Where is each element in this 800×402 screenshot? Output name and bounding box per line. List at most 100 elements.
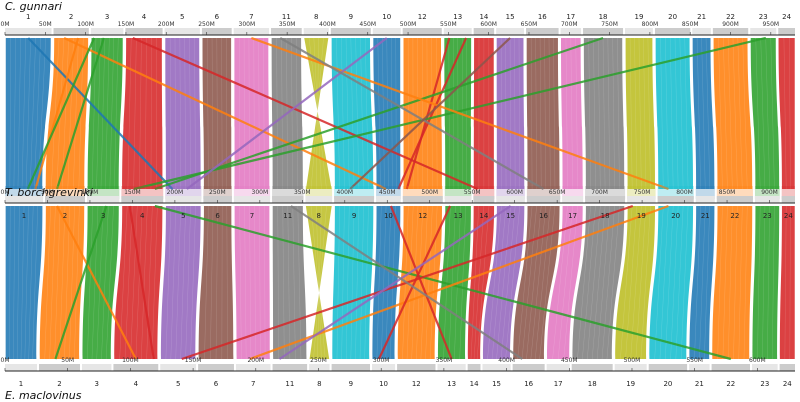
alignment-streak: [341, 205, 345, 360]
chromosome-band-light: [695, 186, 715, 199]
axis-tick-label: 650M: [521, 21, 538, 28]
chromosome-block: [198, 364, 234, 371]
chromosome-label: 11: [282, 13, 291, 21]
chromosome-band-light: [334, 186, 375, 199]
chromosome-block: [562, 196, 584, 203]
synteny-band: [689, 206, 715, 359]
chromosome-label: 12: [418, 212, 427, 220]
alignment-streak: [69, 205, 75, 360]
chromosome-block: [160, 364, 197, 371]
axis-tick-label: 0M: [1, 21, 10, 28]
chromosome-label: 23: [760, 380, 769, 388]
alignment-streak: [179, 37, 182, 190]
alignment-streak: [96, 37, 101, 190]
alignment-streak: [253, 37, 255, 190]
axis-tick-label: 250M: [209, 189, 226, 196]
chromosome-block: [303, 28, 329, 35]
alignment-streak: [216, 37, 218, 190]
chromosome-label: 19: [626, 380, 635, 388]
chromosome-block: [372, 364, 396, 371]
chromosome-label: 24: [783, 380, 792, 388]
alignment-streak: [350, 205, 355, 360]
chromosome-block: [692, 28, 711, 35]
alignment-streak: [350, 37, 355, 190]
synteny-band: [165, 38, 201, 189]
alignment-streak: [207, 37, 209, 190]
alignment-streak: [144, 37, 147, 190]
chromosome-label: 9: [349, 13, 353, 21]
chromosome-label: 13: [453, 13, 462, 21]
translocation-line: [54, 205, 108, 360]
chromosome-label: 6: [215, 13, 220, 21]
alignment-streak: [473, 205, 485, 360]
alignment-streak: [575, 37, 578, 190]
chromosome-block: [5, 364, 38, 371]
alignment-streak: [659, 205, 669, 360]
alignment-streak: [139, 37, 142, 190]
alignment-streak: [185, 205, 191, 360]
alignment-streak: [13, 205, 16, 360]
chromosome-block: [752, 364, 778, 371]
alignment-streak: [381, 205, 387, 360]
chromosome-label: 20: [671, 212, 680, 220]
synteny-band: [332, 206, 374, 359]
alignment-streak: [718, 37, 723, 190]
translocation-line: [279, 37, 545, 190]
alignment-streak: [565, 37, 568, 190]
chromosome-label: 17: [568, 212, 577, 220]
chromosome-block: [496, 28, 525, 35]
alignment-streak: [244, 205, 247, 360]
chromosome-label: 7: [251, 380, 255, 388]
alignment-streak: [755, 37, 761, 190]
chromosome-label: 14: [479, 13, 488, 21]
chromosome-label: 22: [730, 212, 739, 220]
chromosome-label: 16: [524, 380, 533, 388]
alignment-streak: [313, 205, 327, 360]
alignment-streak: [386, 37, 389, 190]
chromosome-block: [585, 196, 626, 203]
alignment-streak: [577, 205, 591, 360]
alignment-streak: [169, 37, 172, 190]
alignment-streak: [364, 205, 369, 360]
chromosome-block: [689, 364, 710, 371]
chromosome-block: [437, 364, 466, 371]
chromosome-label: 10: [384, 212, 393, 220]
alignment-streak: [17, 37, 22, 190]
chromosome-block: [711, 364, 751, 371]
alignment-streak: [670, 205, 679, 360]
chromosome-label: 16: [538, 13, 547, 21]
chromosome-label: 12: [412, 380, 421, 388]
chromosome-block: [779, 364, 795, 371]
alignment-streak: [789, 37, 791, 190]
alignment-streak: [722, 205, 728, 360]
synteny-bands-top-middle: [5, 37, 795, 190]
alignment-streak: [553, 37, 556, 190]
alignment-streak: [544, 37, 547, 190]
alignment-streak: [51, 37, 60, 190]
alignment-streak: [364, 37, 369, 190]
chromosome-label: 4: [142, 13, 147, 21]
alignment-streak: [105, 205, 114, 360]
alignment-streak: [226, 205, 228, 360]
synteny-band: [752, 206, 780, 359]
alignment-streak: [680, 205, 689, 360]
axis-tick-label: 200M: [247, 357, 264, 364]
alignment-streak: [470, 205, 480, 360]
chromosome-label: 5: [180, 13, 184, 21]
synteny-band: [467, 206, 495, 359]
translocation-line: [55, 37, 105, 190]
chromosome-block: [5, 28, 52, 35]
chromosome-block: [614, 364, 647, 371]
synteny-band: [513, 206, 560, 359]
alignment-streak: [165, 205, 172, 360]
translocation-line: [154, 36, 604, 191]
alignment-streak: [570, 37, 573, 190]
chromosome-label: 19: [635, 13, 644, 21]
synteny-band: [331, 38, 374, 189]
alignment-streak: [170, 205, 177, 360]
alignment-streak: [67, 37, 74, 190]
chromosome-label: 1: [22, 212, 26, 220]
axis-tick-label: 700M: [591, 189, 608, 196]
alignment-streak: [517, 205, 533, 360]
alignment-streak: [738, 205, 743, 360]
